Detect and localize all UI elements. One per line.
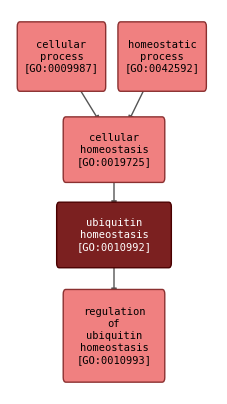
Text: ubiquitin
homeostasis
[GO:0010992]: ubiquitin homeostasis [GO:0010992] [76,218,151,252]
Text: cellular
process
[GO:0009987]: cellular process [GO:0009987] [24,40,99,74]
Text: cellular
homeostasis
[GO:0019725]: cellular homeostasis [GO:0019725] [76,133,151,166]
Text: homeostatic
process
[GO:0042592]: homeostatic process [GO:0042592] [124,40,199,74]
FancyBboxPatch shape [117,22,205,91]
Text: regulation
of
ubiquitin
homeostasis
[GO:0010993]: regulation of ubiquitin homeostasis [GO:… [76,307,151,365]
FancyBboxPatch shape [63,289,164,382]
FancyBboxPatch shape [17,22,105,91]
FancyBboxPatch shape [63,117,164,183]
FancyBboxPatch shape [56,202,171,268]
